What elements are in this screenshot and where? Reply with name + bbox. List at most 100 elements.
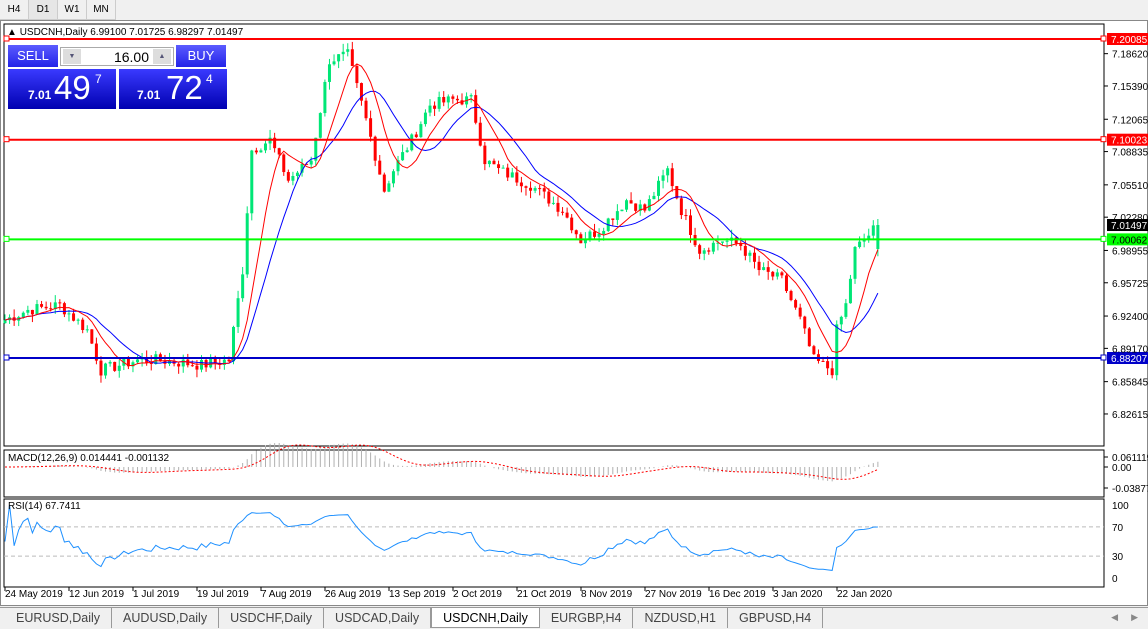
candle-body [634,203,638,211]
sell-price-button[interactable]: 7.01 49 7 [8,69,116,109]
candle-body [615,211,619,220]
candle-body [259,150,263,153]
candle-body [497,164,501,169]
chart-tab[interactable]: USDCNH,Daily [431,608,540,628]
timeframe-mn[interactable]: MN [87,0,116,19]
price-axis-label: 7.18620 [1112,50,1148,61]
candle-body [318,113,322,138]
rsi-axis-label: 30 [1112,552,1124,563]
candle-body [561,211,565,213]
timeframe-d1[interactable]: D1 [29,0,58,19]
candle-body [236,298,240,327]
candle-body [49,308,53,310]
candle-body [136,359,140,363]
price-label: 7.20085 [1111,35,1148,46]
candle-body [807,328,811,347]
price-axis-label: 6.98955 [1112,246,1148,257]
candle-body [670,168,674,187]
candle-body [529,187,533,191]
line-handle [3,35,10,42]
scroll-left-icon[interactable]: ◀ [1111,612,1118,622]
chart-tab[interactable]: EURUSD,Daily [5,608,113,628]
price-axis-label: 6.85845 [1112,378,1148,389]
candle-body [588,231,592,240]
candle-body [583,239,587,244]
candle-body [108,361,112,364]
candle-body [848,278,852,304]
date-axis-label: 24 May 2019 [5,589,63,600]
candle-body [547,191,551,204]
candle-body [478,122,482,146]
candle-body [21,312,25,318]
current-price-bg [1107,219,1148,232]
candle-body [492,160,496,165]
candle-body [835,324,839,376]
candle-body [483,145,487,165]
line-handle [1100,354,1107,361]
chart-tab[interactable]: USDCHF,Daily [219,608,325,628]
chart-tab[interactable]: USDCAD,Daily [324,608,432,628]
candle-body [222,359,226,365]
candle-body [684,215,688,217]
price-label-bg [1107,352,1148,365]
candle-body [858,241,862,247]
candle-body [30,309,34,315]
candle-body [300,163,304,173]
candle-body [437,97,441,109]
candle-body [757,261,761,271]
candle-body [542,188,546,192]
candle-body [474,95,478,123]
candle-body [263,143,267,151]
candle-body [803,316,807,329]
candle-body [506,167,510,178]
candle-body [515,172,519,183]
macd-label: MACD(12,26,9) 0.014441 -0.001132 [8,453,170,464]
timeframe-w1[interactable]: W1 [58,0,87,19]
lot-input[interactable]: 16.00 [113,49,149,65]
candle-body [282,154,286,173]
candle-body [323,81,327,114]
candle-body [291,175,295,181]
sell-price-fraction: 7 [95,72,102,86]
candle-body [286,172,290,181]
moving-average-fast [4,63,879,367]
rsi-axis-label: 100 [1112,501,1129,512]
lot-stepper[interactable]: ▼ 16.00 ▲ [60,47,174,66]
candle-body [250,150,254,214]
panel-frame [3,23,1105,447]
candle-body [711,242,715,252]
candle-body [716,242,720,244]
candle-body [784,275,788,292]
increase-lot-icon[interactable]: ▲ [153,49,171,64]
price-label: 7.00062 [1111,235,1148,246]
candle-body [689,215,692,235]
candle-body [702,250,706,254]
decrease-lot-icon[interactable]: ▼ [63,49,81,64]
candle-body [76,319,80,321]
line-handle [3,136,10,143]
candle-body [378,160,382,175]
chart-tab[interactable]: AUDUSD,Daily [112,608,220,628]
candle-body [245,213,249,275]
sell-button[interactable]: SELL [8,45,58,67]
price-label-bg [1107,133,1148,146]
candle-body [305,163,309,165]
chart-window[interactable] [0,20,1148,606]
collapse-icon[interactable]: ▲ [7,27,17,38]
chart-tab[interactable]: EURGBP,H4 [540,608,634,628]
candle-body [725,240,729,242]
price-label: 6.88207 [1111,354,1148,365]
chart-tab[interactable]: GBPUSD,H4 [728,608,824,628]
candle-body [90,329,94,344]
chart-tabs: EURUSD,Daily AUDUSD,Daily USDCHF,Daily USDC… [0,607,1148,628]
candle-body [620,209,624,212]
buy-button[interactable]: BUY [176,45,226,67]
macd-axis-label: 0.061119 [1112,453,1148,464]
chart-tab[interactable]: NZDUSD,H1 [633,608,729,628]
scroll-right-icon[interactable]: ▶ [1131,612,1138,622]
buy-price-button[interactable]: 7.01 72 4 [119,69,227,109]
candle-body [501,167,505,169]
timeframe-h4[interactable]: H4 [0,0,29,19]
price-axis-label: 7.05510 [1112,181,1148,192]
